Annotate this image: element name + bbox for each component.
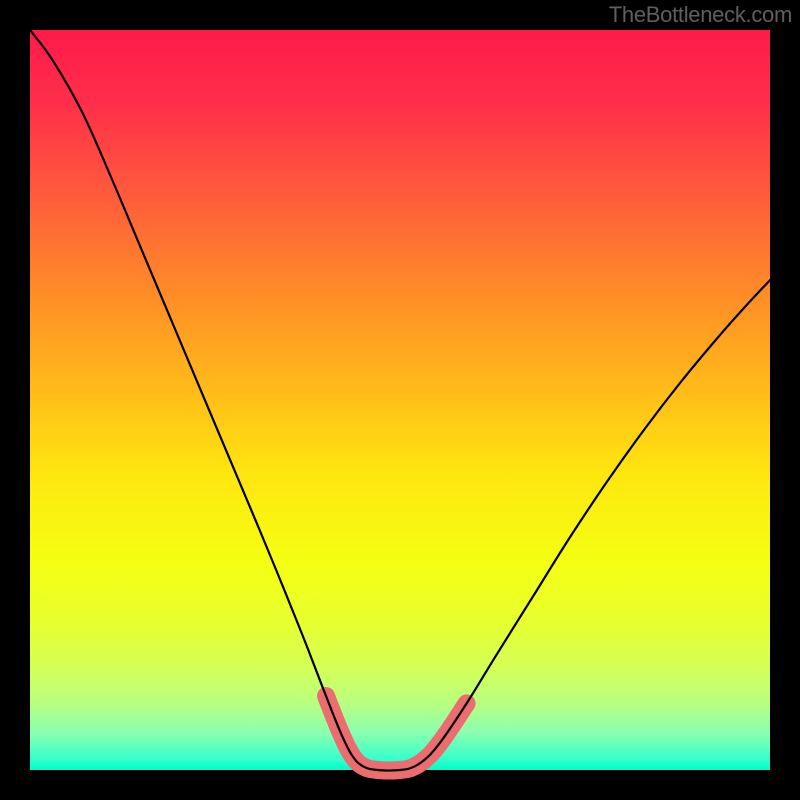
bottleneck-chart	[0, 0, 800, 800]
chart-stage: TheBottleneck.com	[0, 0, 800, 800]
plot-background	[30, 30, 770, 770]
watermark-text: TheBottleneck.com	[609, 2, 792, 28]
